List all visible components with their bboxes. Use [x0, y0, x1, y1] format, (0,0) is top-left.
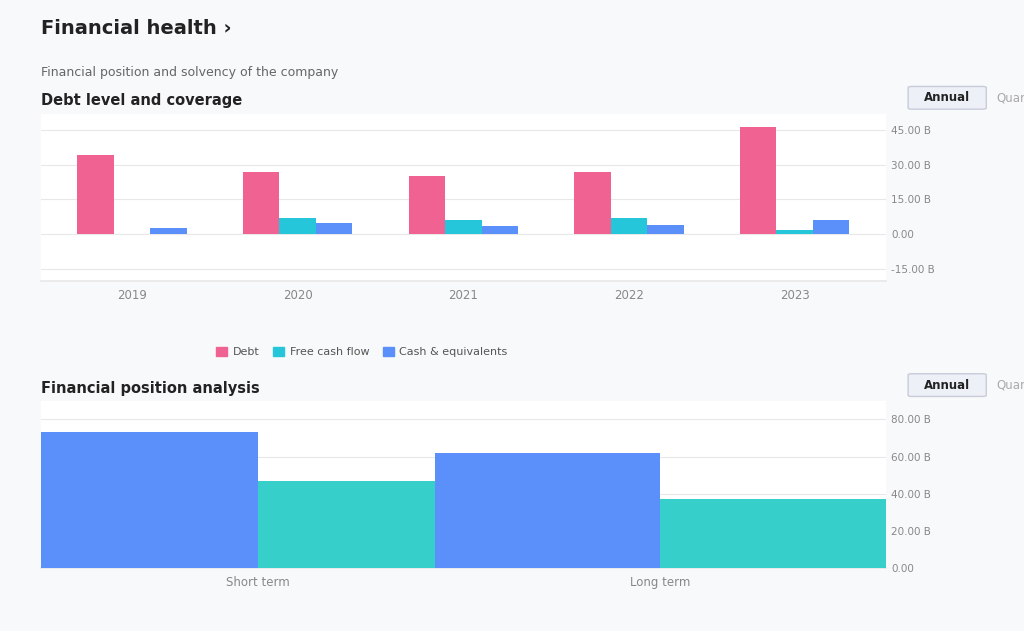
- Bar: [78, 155, 114, 234]
- Bar: [435, 453, 660, 568]
- Bar: [740, 127, 776, 234]
- FancyBboxPatch shape: [908, 86, 986, 109]
- Bar: [114, 233, 151, 234]
- Text: Financial health ›: Financial health ›: [41, 19, 231, 38]
- Text: Annual: Annual: [924, 91, 971, 104]
- Bar: [647, 225, 684, 234]
- Bar: [409, 176, 445, 234]
- Text: Quarterly: Quarterly: [996, 379, 1024, 392]
- Bar: [316, 223, 352, 234]
- Text: Financial position and solvency of the company: Financial position and solvency of the c…: [41, 66, 338, 80]
- Bar: [481, 226, 518, 234]
- Bar: [574, 172, 610, 234]
- Bar: [33, 432, 258, 568]
- Bar: [610, 218, 647, 234]
- Text: Debt level and coverage: Debt level and coverage: [41, 93, 243, 109]
- Bar: [280, 218, 316, 234]
- Bar: [445, 220, 481, 234]
- Text: Annual: Annual: [924, 379, 971, 392]
- Bar: [258, 481, 483, 568]
- FancyBboxPatch shape: [908, 374, 986, 396]
- Legend: Assets, Liabilities: Assets, Liabilities: [290, 630, 434, 631]
- Text: Quarterly: Quarterly: [996, 92, 1024, 105]
- Text: Financial position analysis: Financial position analysis: [41, 380, 260, 396]
- Bar: [813, 220, 849, 234]
- Bar: [243, 172, 280, 234]
- Bar: [776, 230, 813, 234]
- Bar: [660, 499, 886, 568]
- Bar: [151, 228, 186, 234]
- Legend: Debt, Free cash flow, Cash & equivalents: Debt, Free cash flow, Cash & equivalents: [212, 343, 512, 362]
